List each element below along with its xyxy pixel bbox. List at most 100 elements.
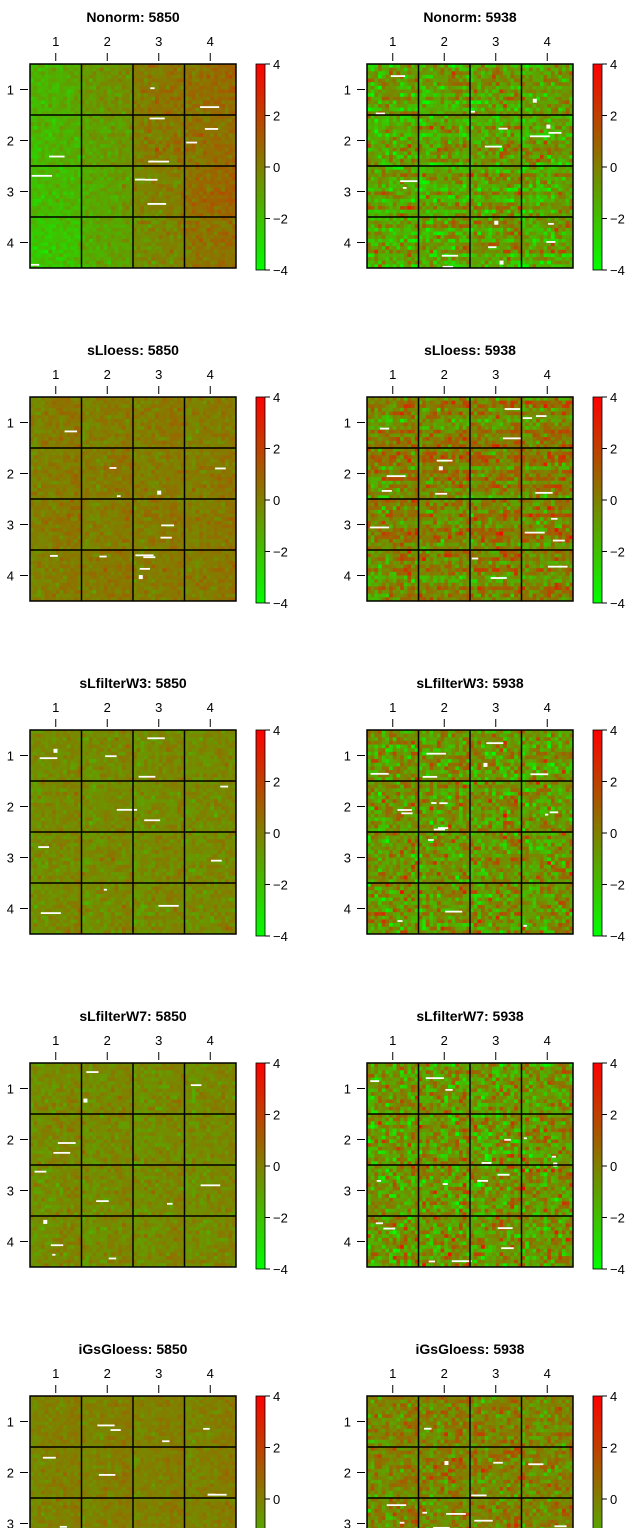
heatmap-cell: [203, 148, 207, 152]
heatmap-cell: [56, 210, 60, 214]
heatmap-cell: [544, 119, 548, 123]
heatmap-cell: [107, 228, 111, 232]
heatmap-cell: [411, 82, 415, 86]
heatmap-cell: [555, 144, 559, 148]
heatmap-cell: [104, 79, 108, 83]
heatmap-cell: [510, 141, 514, 145]
heatmap-cell: [214, 239, 218, 243]
heatmap-cell: [444, 71, 448, 75]
heatmap-cell: [107, 144, 111, 148]
heatmap-cell: [115, 100, 119, 104]
heatmap-cell: [393, 79, 397, 83]
heatmap-cell: [107, 68, 111, 72]
heatmap-cell: [474, 137, 478, 141]
heatmap-cell: [151, 148, 155, 152]
heatmap-cell: [140, 246, 144, 250]
heatmap-cell: [85, 137, 89, 141]
heatmap-cell: [188, 108, 192, 112]
heatmap-cell: [111, 228, 115, 232]
heatmap-cell: [107, 86, 111, 90]
heatmap-cell: [203, 93, 207, 97]
heatmap-cell: [400, 108, 404, 112]
heatmap-cell: [203, 151, 207, 155]
heatmap-cell: [70, 86, 74, 90]
heatmap-cell: [177, 148, 181, 152]
heatmap-cell: [507, 75, 511, 79]
heatmap-cell: [207, 221, 211, 225]
heatmap-cell: [111, 177, 115, 181]
heatmap-cell: [74, 235, 78, 239]
heatmap-cell: [459, 151, 463, 155]
heatmap-cell: [59, 195, 63, 199]
heatmap-cell: [407, 137, 411, 141]
heatmap-cell: [562, 79, 566, 83]
heatmap-cell: [199, 239, 203, 243]
heatmap-cell: [155, 170, 159, 174]
heatmap-cell: [452, 79, 456, 83]
heatmap-cell: [104, 148, 108, 152]
heatmap-cell: [371, 148, 375, 152]
heatmap-cell: [115, 246, 119, 250]
heatmap-cell: [371, 141, 375, 145]
heatmap-cell: [107, 133, 111, 137]
missing-value-mark: [49, 156, 64, 158]
heatmap-cell: [437, 93, 441, 97]
heatmap-cell: [488, 151, 492, 155]
heatmap-cell: [433, 141, 437, 145]
heatmap-cell: [37, 155, 41, 159]
heatmap-cell: [389, 159, 393, 163]
heatmap-cell: [499, 68, 503, 72]
heatmap-cell: [207, 210, 211, 214]
heatmap-cell: [177, 246, 181, 250]
heatmap-cell: [118, 155, 122, 159]
heatmap-cell: [455, 151, 459, 155]
heatmap-cell: [229, 221, 233, 225]
heatmap-cell: [115, 170, 119, 174]
heatmap-cell: [96, 68, 100, 72]
heatmap-cell: [218, 188, 222, 192]
heatmap-cell: [459, 148, 463, 152]
heatmap-cell: [192, 90, 196, 94]
heatmap-cell: [170, 155, 174, 159]
heatmap-cell: [214, 141, 218, 145]
heatmap-cell: [218, 184, 222, 188]
heatmap-cell: [221, 173, 225, 177]
heatmap-cell: [496, 100, 500, 104]
heatmap-cell: [56, 79, 60, 83]
heatmap-cell: [488, 68, 492, 72]
heatmap-cell: [533, 82, 537, 86]
heatmap-cell: [210, 239, 214, 243]
heatmap-cell: [455, 104, 459, 108]
heatmap-cell: [540, 126, 544, 130]
heatmap-cell: [137, 71, 141, 75]
heatmap-cell: [540, 82, 544, 86]
heatmap-cell: [203, 68, 207, 72]
heatmap-cell: [396, 82, 400, 86]
heatmap-cell: [433, 93, 437, 97]
heatmap-cell: [459, 126, 463, 130]
heatmap-cell: [488, 86, 492, 90]
heatmap-cell: [59, 126, 63, 130]
heatmap-cell: [166, 224, 170, 228]
heatmap-cell: [422, 137, 426, 141]
heatmap-cell: [59, 108, 63, 112]
heatmap-cell: [385, 119, 389, 123]
heatmap-cell: [52, 243, 56, 247]
heatmap-cell: [52, 82, 56, 86]
heatmap-cell: [422, 93, 426, 97]
heatmap-cell: [203, 257, 207, 261]
heatmap-cell: [144, 93, 148, 97]
heatmap-cell: [188, 155, 192, 159]
heatmap-cell: [151, 93, 155, 97]
heatmap-cell: [148, 246, 152, 250]
heatmap-cell: [566, 86, 570, 90]
heatmap-cell: [430, 122, 434, 126]
heatmap-cell: [41, 250, 45, 254]
heatmap-cell: [104, 137, 108, 141]
heatmap-cell: [140, 93, 144, 97]
heatmap-cell: [93, 192, 97, 196]
heatmap-cell: [173, 86, 177, 90]
heatmap-cell: [166, 130, 170, 134]
heatmap-cell: [162, 170, 166, 174]
heatmap-cell: [162, 144, 166, 148]
